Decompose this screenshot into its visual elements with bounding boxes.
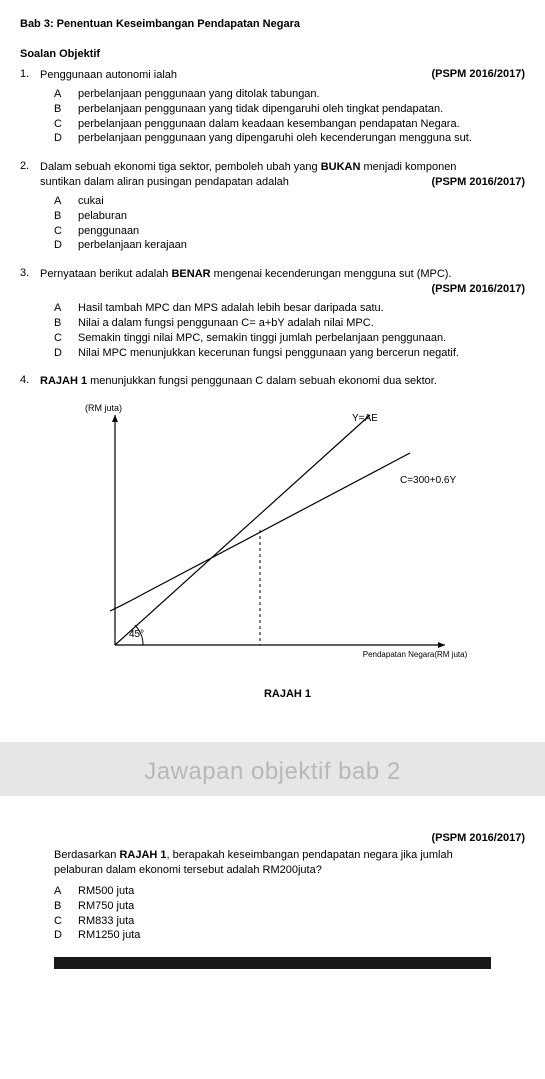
q1-text: Penggunaan autonomi ialah bbox=[40, 69, 177, 81]
option-text: penggunaan bbox=[78, 224, 139, 239]
option-row: Dperbelanjaan penggunaan yang dipengaruh… bbox=[54, 131, 525, 146]
option-text: Nilai MPC menunjukkan kecerunan fungsi p… bbox=[78, 346, 459, 361]
question-1: 1. Penggunaan autonomi ialah (PSPM 2016/… bbox=[20, 68, 525, 83]
option-row: CSemakin tinggi nilai MPC, semakin tingg… bbox=[54, 331, 525, 346]
q4b-text: Berdasarkan bbox=[54, 849, 119, 861]
option-text: perbelanjaan penggunaan yang dipengaruhi… bbox=[78, 131, 472, 146]
question-2: 2. Dalam sebuah ekonomi tiga sektor, pem… bbox=[20, 160, 525, 190]
q2-text: suntikan dalam aliran pusingan pendapata… bbox=[40, 175, 431, 190]
option-row: BNilai a dalam fungsi penggunaan C= a+bY… bbox=[54, 316, 525, 331]
option-text: pelaburan bbox=[78, 209, 127, 224]
option-text: RM750 juta bbox=[78, 899, 134, 914]
page: Bab 3: Penentuan Keseimbangan Pendapatan… bbox=[0, 0, 545, 716]
option-letter: A bbox=[54, 194, 78, 209]
option-letter: A bbox=[54, 87, 78, 102]
option-text: RM833 juta bbox=[78, 914, 134, 929]
question-3: 3. Pernyataan berikut adalah BENAR menge… bbox=[20, 267, 525, 297]
option-text: Semakin tinggi nilai MPC, semakin tinggi… bbox=[78, 331, 446, 346]
option-letter: B bbox=[54, 899, 78, 914]
q2-text: menjadi komponen bbox=[360, 161, 456, 173]
q2-text: Dalam sebuah ekonomi tiga sektor, pembol… bbox=[40, 161, 321, 173]
option-row: BRM750 juta bbox=[54, 899, 525, 914]
q4b-text: pelaburan dalam ekonomi tersebut adalah … bbox=[54, 864, 322, 876]
svg-text:Pendapatan Negara(RM juta): Pendapatan Negara(RM juta) bbox=[363, 650, 468, 659]
option-letter: A bbox=[54, 301, 78, 316]
question-text: Pernyataan berikut adalah BENAR mengenai… bbox=[40, 267, 525, 297]
svg-text:Y=AE: Y=AE bbox=[352, 413, 378, 424]
option-letter: B bbox=[54, 209, 78, 224]
question-text: Penggunaan autonomi ialah bbox=[40, 68, 431, 83]
exam-tag: (PSPM 2016/2017) bbox=[54, 832, 525, 844]
option-row: DNilai MPC menunjukkan kecerunan fungsi … bbox=[54, 346, 525, 361]
option-letter: C bbox=[54, 331, 78, 346]
question-4: 4. RAJAH 1 menunjukkan fungsi penggunaan… bbox=[20, 374, 525, 389]
option-letter: D bbox=[54, 238, 78, 253]
option-row: Acukai bbox=[54, 194, 525, 209]
option-text: perbelanjaan kerajaan bbox=[78, 238, 187, 253]
question-text: RAJAH 1 menunjukkan fungsi penggunaan C … bbox=[40, 374, 525, 389]
q2-bold: BUKAN bbox=[321, 161, 361, 173]
option-row: Dperbelanjaan kerajaan bbox=[54, 238, 525, 253]
footer-strip bbox=[54, 957, 491, 969]
option-row: Bperbelanjaan penggunaan yang tidak dipe… bbox=[54, 102, 525, 117]
q2-options: Acukai Bpelaburan Cpenggunaan Dperbelanj… bbox=[54, 194, 525, 253]
option-letter: C bbox=[54, 224, 78, 239]
q1-options: Aperbelanjaan penggunaan yang ditolak ta… bbox=[54, 87, 525, 146]
q4b-text: , berapakah keseimbangan pendapatan nega… bbox=[167, 849, 453, 861]
chart-caption: RAJAH 1 bbox=[50, 688, 525, 700]
option-row: Cpenggunaan bbox=[54, 224, 525, 239]
option-row: CRM833 juta bbox=[54, 914, 525, 929]
option-letter: B bbox=[54, 102, 78, 117]
option-text: perbelanjaan penggunaan yang tidak dipen… bbox=[78, 102, 443, 117]
question-number: 3. bbox=[20, 267, 40, 297]
chart-svg: Y=AE C=300+0.6Y 45° (RM juta) Pendapatan Neg… bbox=[50, 395, 480, 675]
option-text: RM1250 juta bbox=[78, 928, 140, 943]
option-row: Bpelaburan bbox=[54, 209, 525, 224]
option-row: AHasil tambah MPC dan MPS adalah lebih b… bbox=[54, 301, 525, 316]
option-row: DRM1250 juta bbox=[54, 928, 525, 943]
option-letter: D bbox=[54, 346, 78, 361]
option-text: cukai bbox=[78, 194, 104, 209]
option-letter: A bbox=[54, 884, 78, 899]
q3-text: Pernyataan berikut adalah bbox=[40, 268, 171, 280]
q3-bold: BENAR bbox=[171, 268, 210, 280]
option-row: Aperbelanjaan penggunaan yang ditolak ta… bbox=[54, 87, 525, 102]
question-number: 2. bbox=[20, 160, 40, 190]
question-number: 1. bbox=[20, 68, 40, 83]
option-letter: C bbox=[54, 117, 78, 132]
section-title: Soalan Objektif bbox=[20, 48, 525, 60]
option-letter: C bbox=[54, 914, 78, 929]
q4b-options: ARM500 juta BRM750 juta CRM833 juta DRM1… bbox=[54, 884, 525, 943]
exam-tag: (PSPM 2016/2017) bbox=[431, 68, 525, 83]
option-row: ARM500 juta bbox=[54, 884, 525, 899]
q4-bold: RAJAH 1 bbox=[40, 375, 87, 387]
q3-text: mengenai kecenderungan mengguna sut (MPC… bbox=[211, 268, 452, 280]
q3-options: AHasil tambah MPC dan MPS adalah lebih b… bbox=[54, 301, 525, 360]
option-row: Cperbelanjaan penggunaan dalam keadaan k… bbox=[54, 117, 525, 132]
exam-tag: (PSPM 2016/2017) bbox=[431, 283, 525, 295]
option-text: Hasil tambah MPC dan MPS adalah lebih be… bbox=[78, 301, 384, 316]
chapter-title: Bab 3: Penentuan Keseimbangan Pendapatan… bbox=[20, 18, 525, 30]
option-text: RM500 juta bbox=[78, 884, 134, 899]
svg-text:C=300+0.6Y: C=300+0.6Y bbox=[400, 475, 456, 486]
gray-banner: Jawapan objektif bab 2 bbox=[0, 742, 545, 796]
svg-text:(RM juta): (RM juta) bbox=[85, 403, 122, 413]
exam-tag: (PSPM 2016/2017) bbox=[431, 175, 525, 190]
option-letter: D bbox=[54, 131, 78, 146]
option-text: perbelanjaan penggunaan dalam keadaan ke… bbox=[78, 117, 460, 132]
option-letter: B bbox=[54, 316, 78, 331]
q4-followup: Berdasarkan RAJAH 1, berapakah keseimban… bbox=[54, 848, 525, 878]
option-letter: D bbox=[54, 928, 78, 943]
option-text: perbelanjaan penggunaan yang ditolak tab… bbox=[78, 87, 320, 102]
question-text: Dalam sebuah ekonomi tiga sektor, pembol… bbox=[40, 160, 525, 190]
chart-rajah-1: Y=AE C=300+0.6Y 45° (RM juta) Pendapatan Neg… bbox=[50, 395, 525, 700]
q4b-bold: RAJAH 1 bbox=[119, 849, 166, 861]
page-continued: (PSPM 2016/2017) Berdasarkan RAJAH 1, be… bbox=[0, 832, 545, 979]
svg-text:45°: 45° bbox=[129, 629, 144, 640]
option-text: Nilai a dalam fungsi penggunaan C= a+bY … bbox=[78, 316, 374, 331]
q4-text: menunjukkan fungsi penggunaan C dalam se… bbox=[87, 375, 437, 387]
question-number: 4. bbox=[20, 374, 40, 389]
